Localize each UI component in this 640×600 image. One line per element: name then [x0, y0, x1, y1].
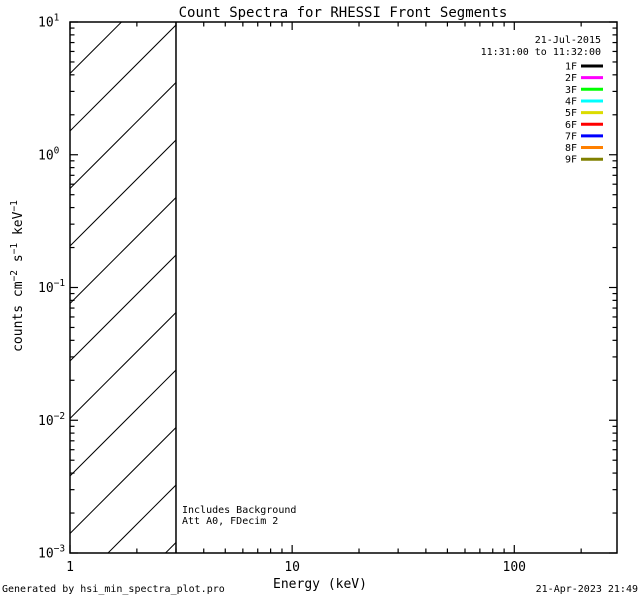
annotation-attenuator-decimation: Att A0, FDecim 2 — [182, 516, 278, 527]
x-axis-title: Energy (keV) — [273, 577, 367, 592]
y-axis-title: counts cm−2 s−1 keV−1 — [9, 200, 26, 352]
hatch-line — [70, 312, 176, 419]
x-tick-label: 1 — [66, 560, 74, 575]
x-tick-label: 10 — [284, 560, 300, 575]
y-tick-labels: 101 100 10−1 10−2 10−3 — [38, 13, 65, 562]
legend-label-7f: 7F — [565, 131, 577, 142]
hatch-line — [70, 24, 176, 132]
legend-label-8f: 8F — [565, 143, 577, 154]
legend: 21-Jul-2015 11:31:00 to 11:32:00 1F2F3F4… — [481, 35, 603, 166]
x-tick-labels: 1 10 100 — [66, 560, 526, 575]
plot-title: Count Spectra for RHESSI Front Segments — [179, 5, 508, 21]
hatch-line — [70, 0, 176, 16]
legend-label-5f: 5F — [565, 108, 577, 119]
legend-label-9f: 9F — [565, 155, 577, 166]
hatch-line — [70, 369, 176, 477]
y-tick-label: 10−1 — [38, 278, 65, 296]
legend-date: 21-Jul-2015 — [535, 35, 601, 46]
footer-generated-by: Generated by hsi_min_spectra_plot.pro — [2, 584, 225, 595]
axes — [69, 21, 618, 554]
footer-timestamp: 21-Apr-2023 21:49 — [536, 584, 638, 595]
y-tick-label: 100 — [38, 145, 60, 163]
hatch-line — [70, 254, 176, 362]
plot-box — [69, 21, 618, 554]
hatch-line — [70, 82, 176, 189]
x-tick-label: 100 — [503, 560, 526, 575]
hatch-line — [70, 22, 123, 74]
legend-label-3f: 3F — [565, 85, 577, 96]
y-tick-label: 101 — [38, 13, 60, 31]
annotation-includes-background: Includes Background — [182, 505, 296, 516]
hatch-line — [70, 427, 176, 534]
y-tick-label: 10−2 — [38, 411, 65, 429]
legend-label-4f: 4F — [565, 96, 577, 107]
hatch-line — [70, 197, 176, 304]
hatch-line — [107, 484, 176, 553]
y-tick-label: 10−3 — [38, 544, 65, 562]
axis-ticks — [69, 21, 617, 554]
hatch-line — [70, 139, 176, 247]
legend-interval: 11:31:00 to 11:32:00 — [481, 47, 601, 58]
legend-label-2f: 2F — [565, 73, 577, 84]
legend-label-1f: 1F — [565, 62, 577, 73]
legend-label-6f: 6F — [565, 120, 577, 131]
hatched-no-data-region — [70, 0, 176, 553]
